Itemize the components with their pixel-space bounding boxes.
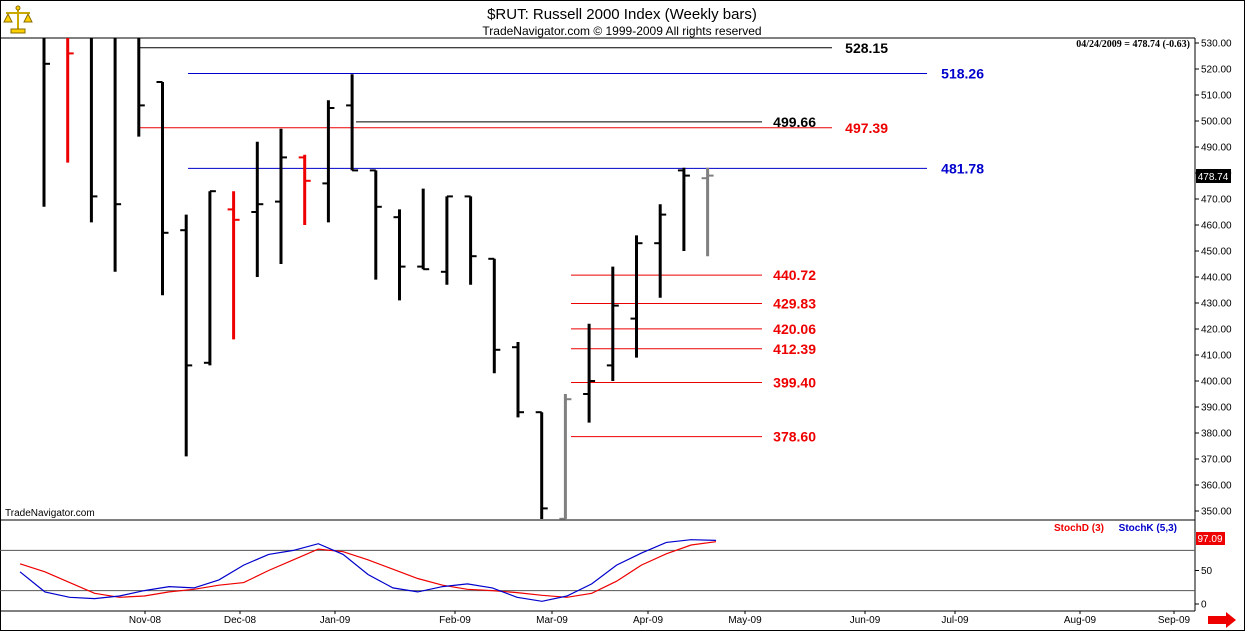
- time-tick-label: Sep-09: [1158, 615, 1191, 626]
- quote-readout: 04/24/2009 = 478.74 (-0.63): [1076, 39, 1190, 50]
- level-lines: 528.15 518.26 499.66 497.39 481.78 440.72 429.…: [140, 40, 984, 445]
- time-tick-label: Jan-09: [320, 615, 351, 626]
- chart-title: $RUT: Russell 2000 Index (Weekly bars): [487, 6, 757, 23]
- price-tick-label: 460.00: [1201, 221, 1232, 232]
- stochk-legend: StochK (5,3): [1119, 523, 1177, 534]
- price-tick-label: 350.00: [1201, 507, 1232, 518]
- stoch-series-line: [19, 539, 717, 602]
- time-tick-label: Jun-09: [850, 615, 881, 626]
- price-tick-label: 420.00: [1201, 325, 1232, 336]
- chart-subtitle: TradeNavigator.com © 1999-2009 All right…: [482, 24, 761, 38]
- price-tick-label: 360.00: [1201, 481, 1232, 492]
- level-label: 528.15: [845, 40, 888, 56]
- stoch-series-line: [19, 541, 717, 598]
- ohlc-bars: [42, 38, 714, 520]
- level-label: 420.06: [773, 321, 816, 337]
- time-tick-label: Feb-09: [439, 615, 471, 626]
- time-tick-label: May-09: [728, 615, 762, 626]
- stochd-legend: StochD (3): [1054, 523, 1104, 534]
- level-label: 429.83: [773, 295, 816, 311]
- price-tick-label: 500.00: [1201, 117, 1232, 128]
- price-tick-label: 390.00: [1201, 403, 1232, 414]
- price-tick-label: 470.00: [1201, 195, 1232, 206]
- level-label: 497.39: [845, 120, 888, 136]
- stoch-lines: [19, 539, 717, 602]
- level-label: 518.26: [941, 66, 984, 82]
- price-tick-label: 370.00: [1201, 455, 1232, 466]
- level-label: 481.78: [941, 160, 984, 176]
- time-tick-label: Aug-09: [1064, 615, 1097, 626]
- time-tick-label: Apr-09: [633, 615, 663, 626]
- stoch-tick-label: 0: [1201, 600, 1207, 611]
- time-tick-label: Mar-09: [536, 615, 568, 626]
- right-arrow-icon[interactable]: [1208, 612, 1236, 628]
- stoch-axis: 0 50: [1195, 566, 1213, 611]
- time-tick-label: Dec-08: [224, 615, 257, 626]
- level-label: 440.72: [773, 267, 816, 283]
- price-tick-label: 380.00: [1201, 429, 1232, 440]
- scale-balance-icon: [3, 3, 34, 35]
- level-label: 499.66: [773, 114, 816, 130]
- price-tick-label: 410.00: [1201, 351, 1232, 362]
- price-tick-label: 530.00: [1201, 39, 1232, 50]
- price-tick-label: 520.00: [1201, 65, 1232, 76]
- price-tick-label: 430.00: [1201, 299, 1232, 310]
- price-tick-label: 400.00: [1201, 377, 1232, 388]
- stoch-tick-label: 50: [1201, 566, 1213, 577]
- stoch-value-marker: 97.09: [1196, 532, 1225, 545]
- watermark: TradeNavigator.com: [5, 508, 95, 519]
- time-axis: Nov-08 Dec-08 Jan-09 Feb-09 Mar-09 Apr-09 May-…: [129, 611, 1191, 626]
- last-price-label: 478.74: [1198, 172, 1229, 183]
- level-label: 378.60: [773, 429, 816, 445]
- time-tick-label: Jul-09: [941, 615, 969, 626]
- price-tick-label: 450.00: [1201, 247, 1232, 258]
- stoch-value-label: 97.09: [1197, 534, 1222, 545]
- price-tick-label: 510.00: [1201, 91, 1232, 102]
- price-tick-label: 440.00: [1201, 273, 1232, 284]
- price-tick-label: 490.00: [1201, 143, 1232, 154]
- level-label: 412.39: [773, 341, 816, 357]
- time-tick-label: Nov-08: [129, 615, 162, 626]
- last-price-marker: 478.74: [1196, 169, 1231, 183]
- level-label: 399.40: [773, 375, 816, 391]
